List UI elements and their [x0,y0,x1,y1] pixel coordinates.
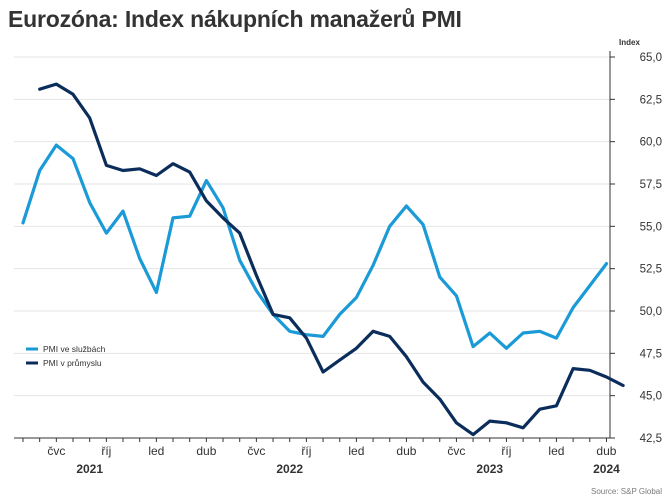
y-tick-label: 47,5 [640,348,662,360]
y-tick-label: 62,5 [640,94,662,106]
y-tick-label: 42,5 [640,433,662,445]
x-year-label: 2024 [593,462,620,476]
x-tick-label: čvc [247,444,265,458]
x-year-label: 2023 [476,462,503,476]
x-tick-label: říj [301,444,311,458]
legend-label-manufacturing: PMI v průmyslu [43,358,102,368]
x-tick-label: led [148,444,164,458]
x-tick-label: led [348,444,364,458]
source-note: Source: S&P Global [590,487,662,496]
x-tick-label: dub [196,444,216,458]
x-tick-label: říj [101,444,111,458]
x-tick-label: čvc [47,444,65,458]
y-tick-label: 57,5 [640,179,662,191]
manufacturing-pmi-line [38,82,625,437]
x-tick-label: led [548,444,564,458]
x-tick-label: čvc [447,444,465,458]
y-axis-title: Index [619,38,640,47]
y-tick-label: 65,0 [640,52,662,64]
y-tick-label: 52,5 [640,264,662,276]
services-pmi-line [21,143,609,350]
y-tick-label: 60,0 [640,137,662,149]
x-year-label: 2021 [76,462,103,476]
chart-title: Eurozóna: Index nákupních manažerů PMI [8,6,462,32]
y-tick-label: 45,0 [640,391,662,403]
y-tick-label: 50,0 [640,306,662,318]
x-tick-label: dub [396,444,416,458]
x-tick-label: dub [596,444,616,458]
x-tick-label: říj [501,444,511,458]
legend-label-services: PMI ve službách [43,344,106,354]
y-tick-label: 55,0 [640,221,662,233]
x-year-label: 2022 [276,462,303,476]
